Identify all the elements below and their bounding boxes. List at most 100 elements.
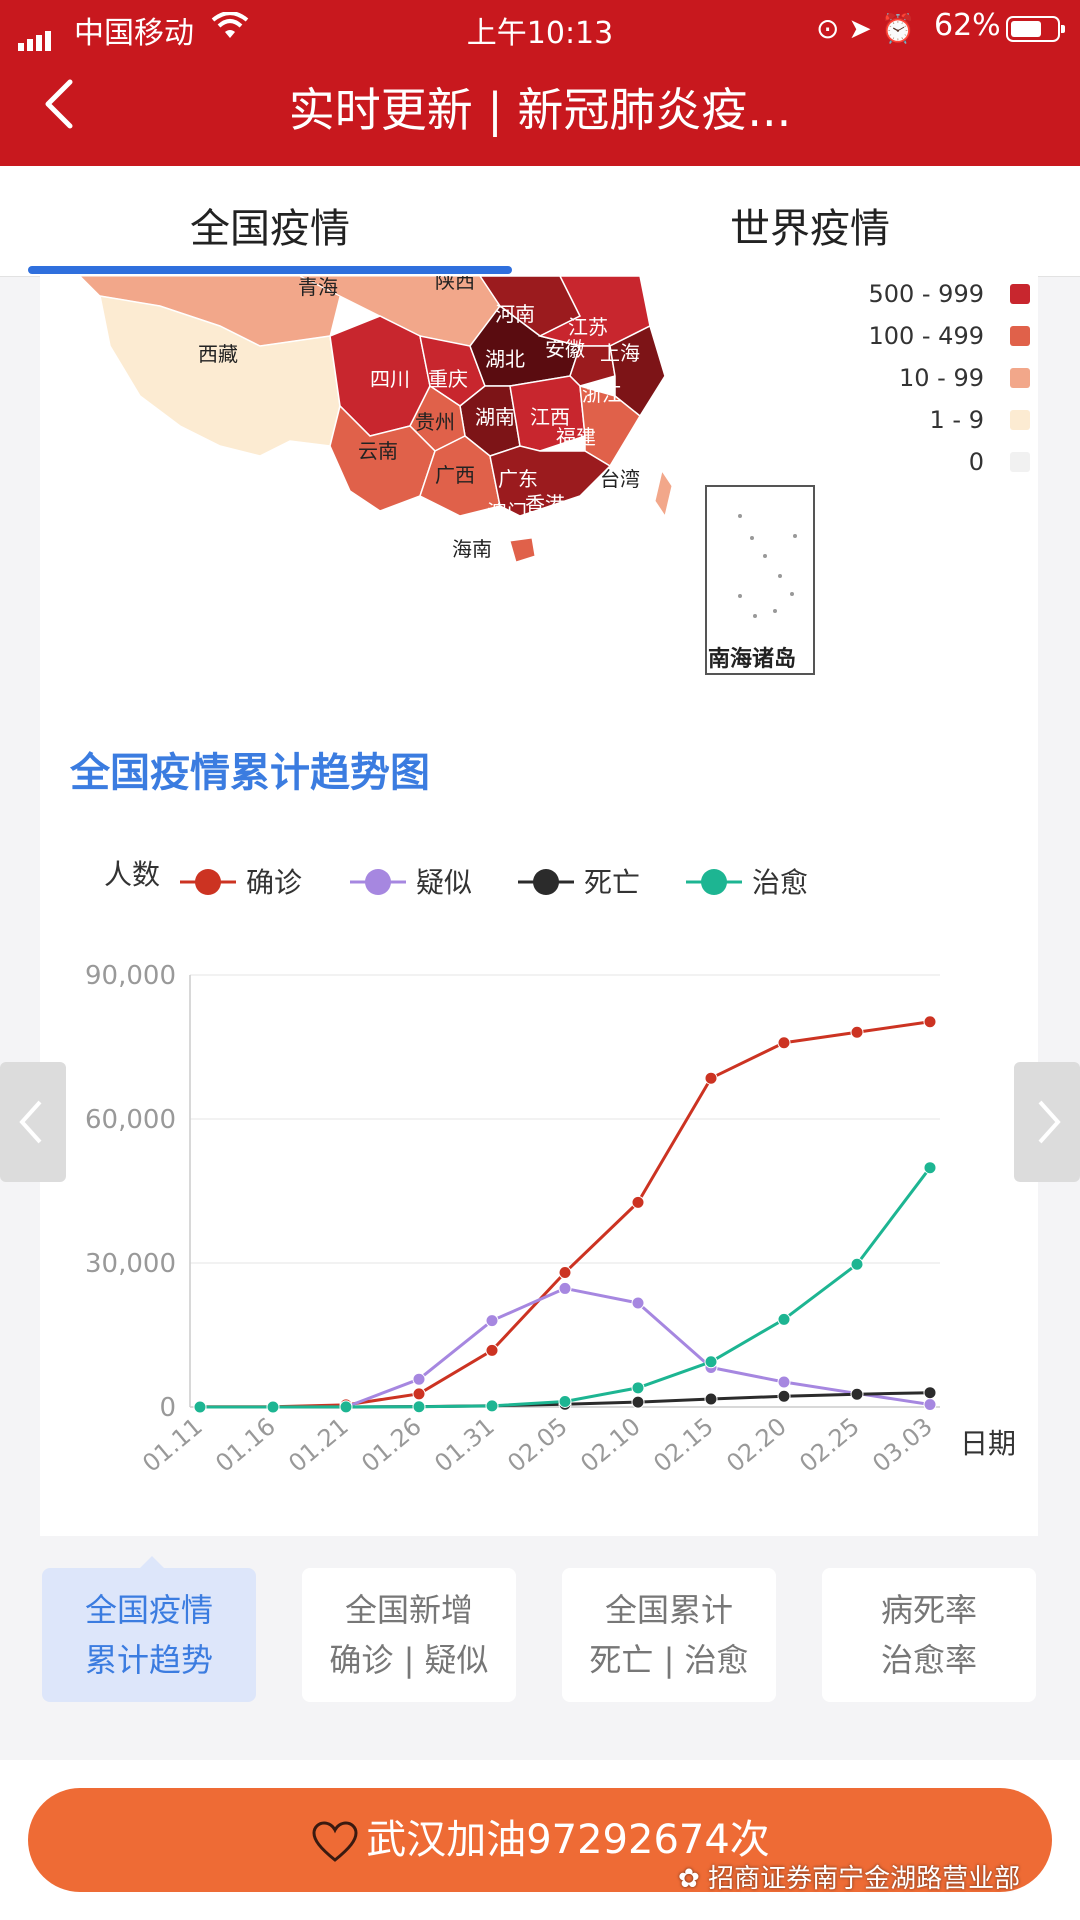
battery-percent: 62% bbox=[934, 8, 1001, 43]
y-tick-label: 60,000 bbox=[85, 1105, 176, 1135]
carrier-label: 中国移动 bbox=[74, 16, 194, 51]
map-label-hubei: 湖北 bbox=[485, 347, 525, 371]
wechat-icon: ✿ bbox=[678, 1864, 700, 1894]
option-line1: 全国疫情 bbox=[84, 1591, 213, 1629]
map-label-guangxi: 广西 bbox=[435, 463, 475, 487]
data-point bbox=[923, 1386, 937, 1400]
data-point bbox=[412, 1372, 426, 1386]
option-cumulative-trend[interactable]: 全国疫情 累计趋势 bbox=[42, 1568, 256, 1702]
heart-icon bbox=[312, 1821, 358, 1862]
map-label-jiangsu: 江苏 bbox=[568, 315, 608, 339]
map-label-zhejiang: 浙江 bbox=[582, 382, 622, 406]
x-axis-label: 日期 bbox=[960, 1427, 1016, 1460]
map-region-tibet bbox=[99, 295, 341, 457]
map-label-shanghai: 上海 bbox=[600, 341, 640, 365]
option-fatality-rate[interactable]: 病死率 治愈率 bbox=[822, 1568, 1036, 1702]
back-icon[interactable] bbox=[36, 74, 86, 134]
tab-active-indicator bbox=[28, 266, 512, 274]
legend-row: 100 - 499 bbox=[820, 322, 1030, 350]
legend-label: 治愈 bbox=[752, 866, 808, 899]
legend-label: 10 - 99 bbox=[899, 364, 984, 392]
data-point bbox=[266, 1400, 280, 1414]
data-point bbox=[412, 1387, 426, 1401]
data-point bbox=[850, 1257, 864, 1271]
data-point bbox=[631, 1195, 645, 1209]
map-region-guangdong bbox=[489, 445, 612, 517]
map-label-shaanxi: 陕西 bbox=[435, 276, 475, 293]
legend-marker bbox=[533, 869, 559, 895]
map-label-sichuan: 四川 bbox=[370, 367, 410, 391]
option-cumulative-deaths[interactable]: 全国累计 死亡 | 治愈 bbox=[562, 1568, 776, 1702]
data-point bbox=[631, 1395, 645, 1409]
south-sea-inset bbox=[705, 485, 815, 675]
option-new-confirmed[interactable]: 全国新增 确诊 | 疑似 bbox=[302, 1568, 516, 1702]
signal-icon bbox=[18, 16, 54, 51]
option-line1: 病死率 bbox=[880, 1591, 977, 1629]
y-tick-label: 0 bbox=[159, 1393, 176, 1423]
legend-label: 确诊 bbox=[246, 866, 302, 899]
data-point bbox=[923, 1161, 937, 1175]
x-tick-label: 02.25 bbox=[794, 1412, 865, 1478]
legend-label: 死亡 bbox=[584, 866, 640, 899]
next-chart-button[interactable] bbox=[1014, 1062, 1080, 1182]
x-tick-label: 02.15 bbox=[648, 1412, 719, 1478]
status-bar: 中国移动 上午10:13 ⊙ ➤ ⏰ 62% bbox=[0, 0, 1080, 56]
data-point bbox=[777, 1312, 791, 1326]
map-region-hainan bbox=[509, 537, 536, 563]
legend-row: 500 - 999 bbox=[820, 280, 1030, 308]
map-label-henan: 河南 bbox=[495, 302, 535, 326]
map-label-hainan: 海南 bbox=[452, 537, 492, 561]
tab-world[interactable]: 世界疫情 bbox=[730, 206, 890, 252]
section-title: 全国疫情累计趋势图 bbox=[70, 750, 430, 796]
chevron-right-icon bbox=[1038, 1100, 1061, 1144]
data-point bbox=[923, 1015, 937, 1029]
map-label-anhui: 安徽 bbox=[545, 337, 585, 361]
x-tick-label: 02.20 bbox=[721, 1412, 792, 1478]
cheer-button[interactable]: 武汉加油97292674次 bbox=[28, 1788, 1052, 1892]
data-point bbox=[850, 1387, 864, 1401]
x-tick-label: 02.10 bbox=[575, 1412, 646, 1478]
data-point bbox=[558, 1394, 572, 1408]
legend-marker bbox=[365, 869, 391, 895]
data-point bbox=[704, 1355, 718, 1369]
map-label-tibet: 西藏 bbox=[198, 342, 238, 366]
legend-label: 疑似 bbox=[416, 866, 472, 899]
map-label-qinghai: 青海 bbox=[298, 276, 338, 299]
legend-row: 1 - 9 bbox=[820, 406, 1030, 434]
page-title: 实时更新 | 新冠肺炎疫... bbox=[288, 83, 792, 137]
legend-swatch bbox=[1010, 326, 1030, 346]
data-point bbox=[412, 1400, 426, 1414]
option-line2: 死亡 | 治愈 bbox=[589, 1641, 749, 1679]
cheer-label: 武汉加油97292674次 bbox=[366, 1817, 770, 1863]
watermark-label: 招商证券南宁金湖路营业部 bbox=[708, 1864, 1021, 1894]
map-region-anhui bbox=[569, 345, 616, 387]
map-label-taiwan: 台湾 bbox=[600, 467, 640, 491]
chevron-left-icon bbox=[19, 1100, 42, 1144]
battery-icon bbox=[1006, 16, 1065, 42]
map-label-guizhou: 贵州 bbox=[415, 410, 455, 434]
data-point bbox=[558, 1281, 572, 1295]
legend-swatch bbox=[1010, 452, 1030, 472]
y-axis-label: 人数 bbox=[104, 858, 160, 891]
china-map[interactable]: 青海 陕西 西藏 河南 江苏 四川 湖北 重庆 安徽 上海 浙江 湖南 贵州 江… bbox=[40, 276, 1038, 676]
y-tick-label: 30,000 bbox=[85, 1249, 176, 1279]
data-point bbox=[193, 1400, 207, 1414]
data-point bbox=[777, 1375, 791, 1389]
option-line2: 累计趋势 bbox=[84, 1641, 213, 1679]
south-sea-label: 南海诸岛 bbox=[708, 646, 796, 672]
legend-swatch bbox=[1010, 410, 1030, 430]
prev-chart-button[interactable] bbox=[0, 1062, 66, 1182]
map-label-hunan: 湖南 bbox=[475, 405, 515, 429]
x-tick-label: 01.21 bbox=[283, 1412, 354, 1478]
data-point bbox=[485, 1343, 499, 1357]
data-point bbox=[704, 1071, 718, 1085]
tab-bar: 全国疫情 世界疫情 bbox=[0, 166, 1080, 277]
watermark: ✿ 招商证券南宁金湖路营业部 bbox=[678, 1858, 1020, 1895]
tab-national[interactable]: 全国疫情 bbox=[190, 206, 350, 252]
data-point bbox=[704, 1392, 718, 1406]
legend-label: 1 - 9 bbox=[929, 406, 984, 434]
map-label-macau: 澳门 bbox=[487, 500, 527, 524]
x-tick-label: 01.31 bbox=[429, 1412, 500, 1478]
wifi-icon bbox=[211, 12, 249, 38]
